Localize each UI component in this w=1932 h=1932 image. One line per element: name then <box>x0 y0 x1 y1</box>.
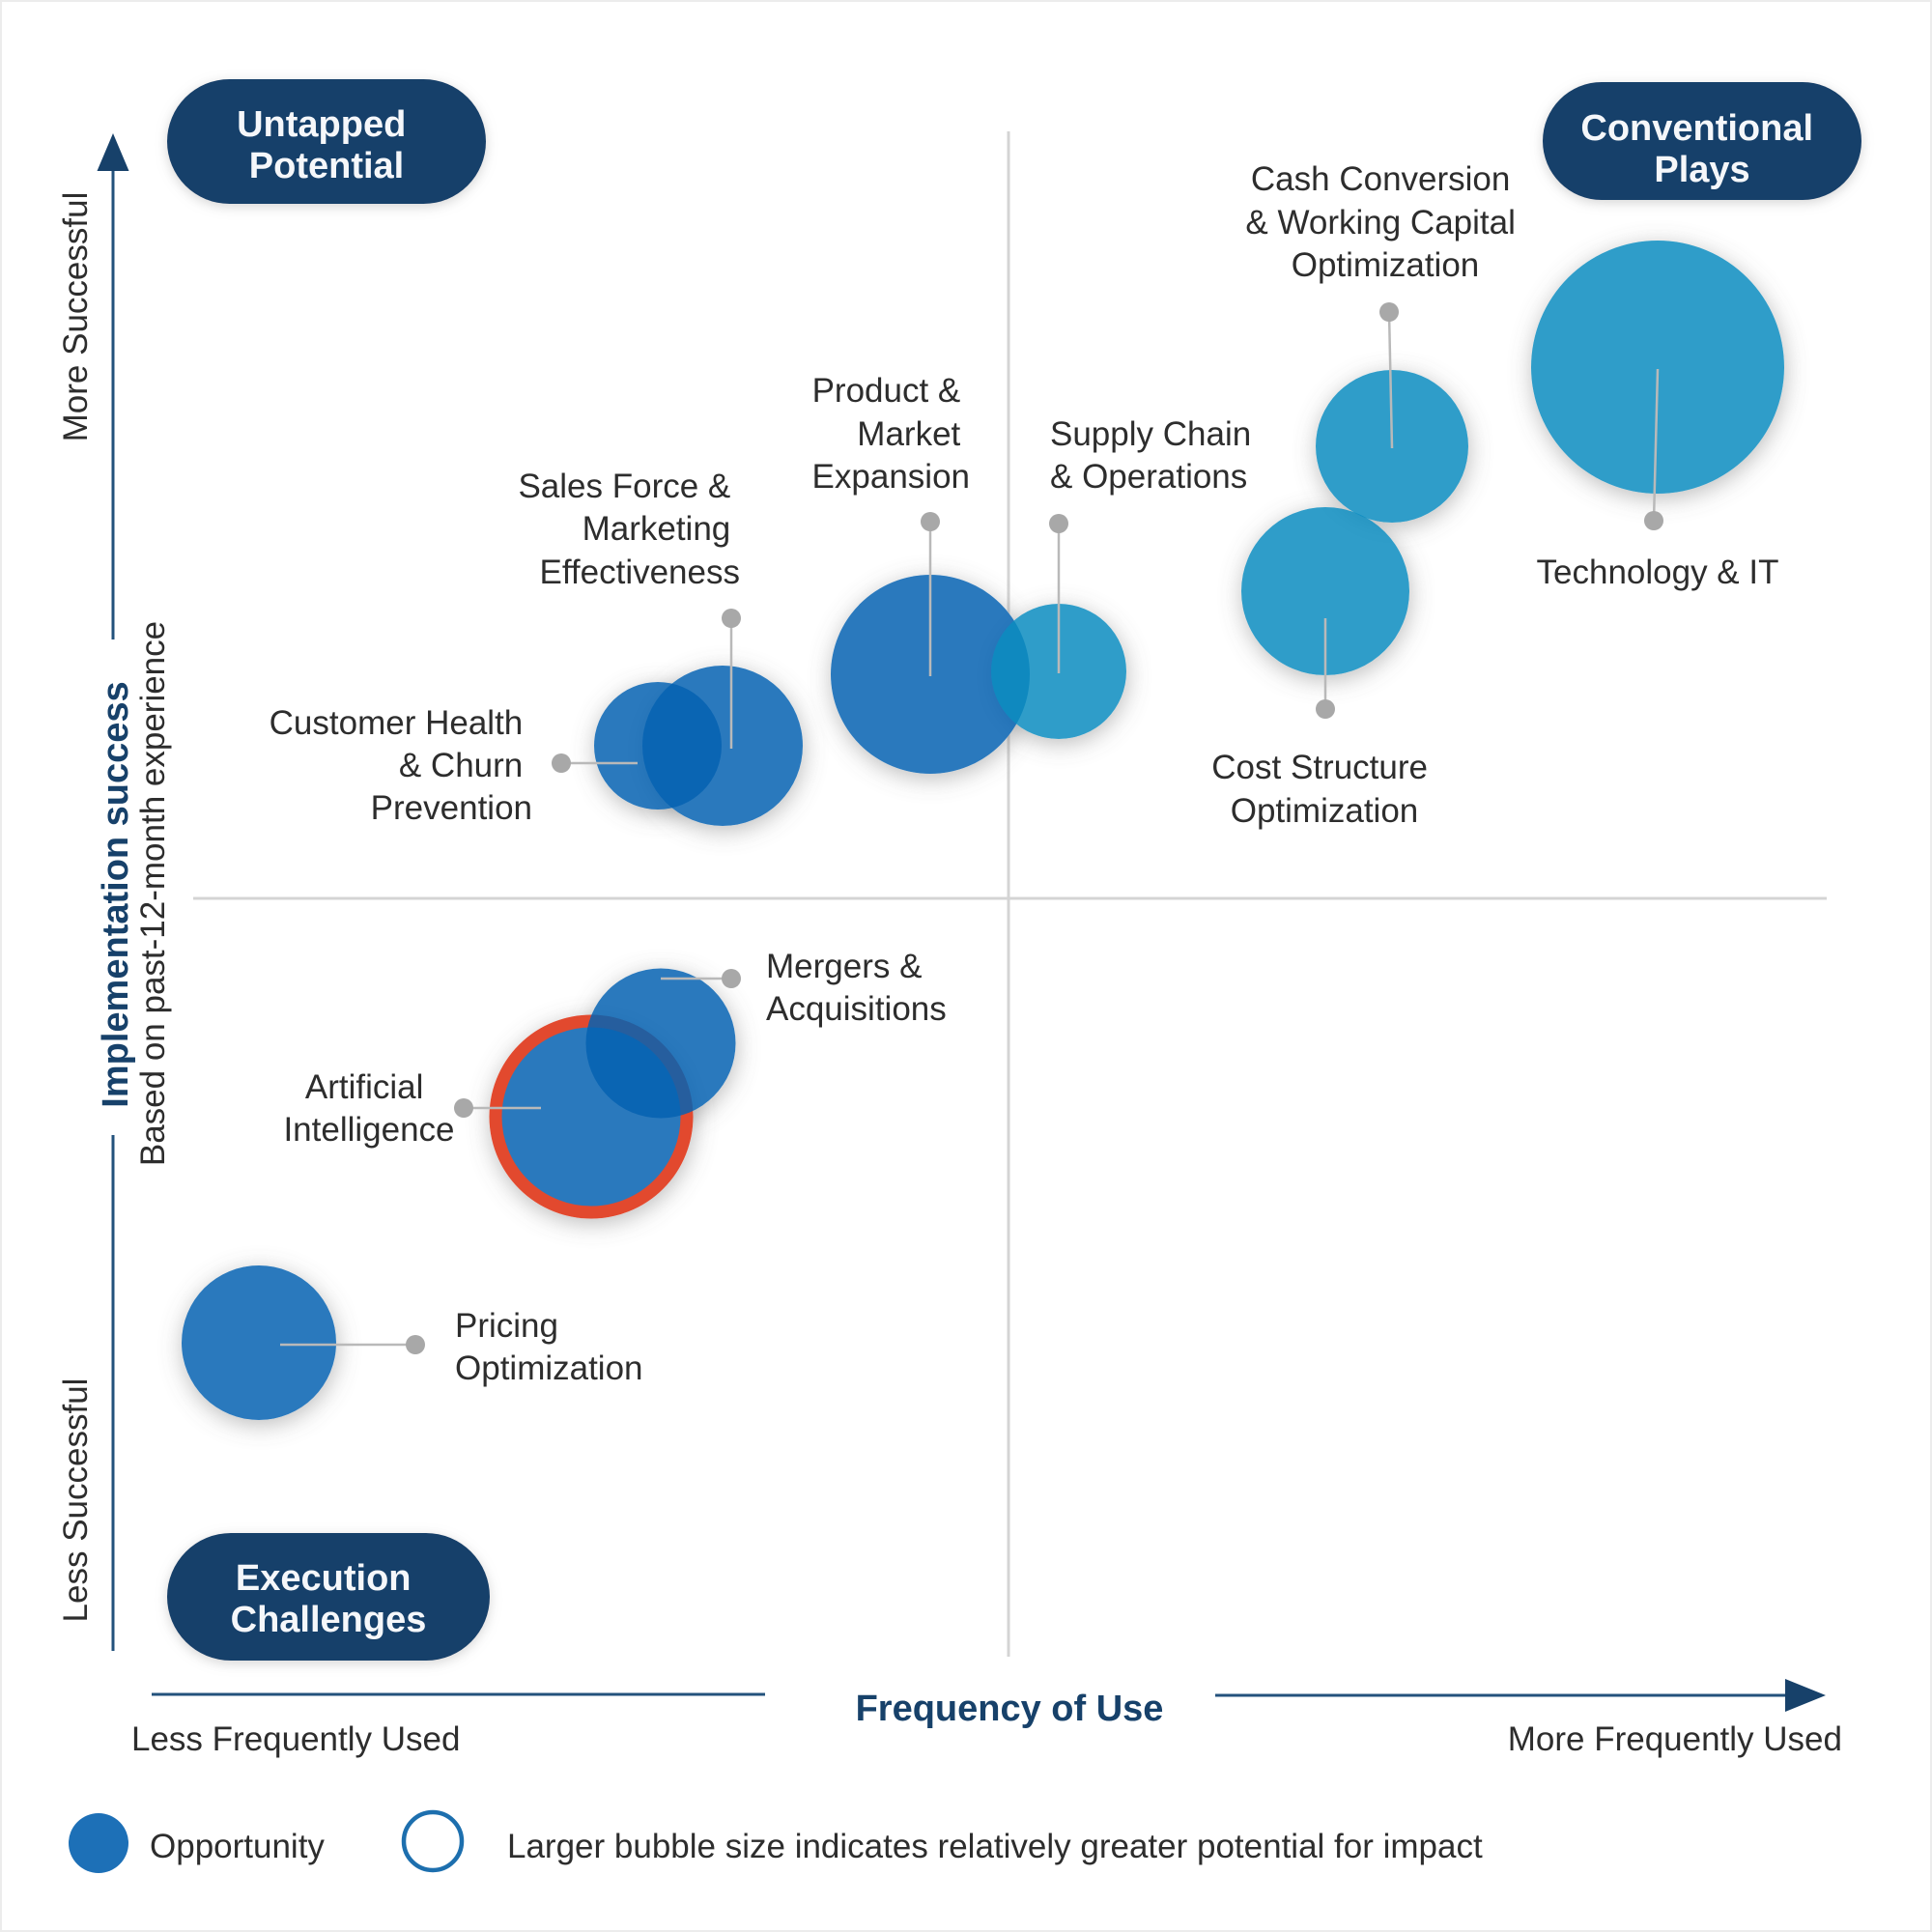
svg-text:Untapped Potential: Untapped Potential <box>237 104 416 186</box>
svg-text:Technology & IT: Technology & IT <box>1537 554 1779 591</box>
svg-text:Sales Force & Marketing: Sales Force & Marketing Effectiveness <box>518 468 740 591</box>
svg-text:Implementation success: Implementation success <box>96 681 136 1107</box>
svg-text:Frequency of Use: Frequency of Use <box>856 1689 1164 1729</box>
svg-text:More Frequently Used: More Frequently Used <box>1508 1720 1842 1758</box>
svg-text:Based on past-12-month experie: Based on past-12-month experience <box>134 621 172 1166</box>
svg-text:Artificial Intelligence: Artificial Intelligence <box>283 1068 454 1149</box>
svg-text:Customer Health & Churn: Customer Health & Churn Prevention <box>270 704 532 827</box>
svg-text:Cost Structure Optimizatio: Cost Structure Optimization <box>1211 749 1436 830</box>
svg-text:Larger bubble size indicates r: Larger bubble size indicates relatively … <box>507 1828 1483 1865</box>
svg-text:Mergers & Acquisitions: Mergers & Acquisitions <box>766 948 947 1028</box>
svg-text:Product & Market Expan: Product & Market Expansion <box>812 372 970 496</box>
svg-text:Execution Challenges: Execution Challenges <box>231 1558 427 1640</box>
svg-text:Supply Chain & Operations: Supply Chain & Operations <box>1050 415 1261 496</box>
svg-text:Pricing Optimization: Pricing Optimization <box>455 1307 643 1387</box>
svg-text:Less Successful: Less Successful <box>57 1378 95 1623</box>
svg-text:Less Frequently Used: Less Frequently Used <box>131 1720 460 1758</box>
svg-text:Conventional Plays: Conventional Plays <box>1580 108 1823 190</box>
svg-text:More Successful: More Successful <box>57 192 95 442</box>
svg-text:Cash Conversion & Working: Cash Conversion & Working Capital Optimi… <box>1245 160 1524 284</box>
svg-text:Opportunity: Opportunity <box>150 1828 325 1865</box>
